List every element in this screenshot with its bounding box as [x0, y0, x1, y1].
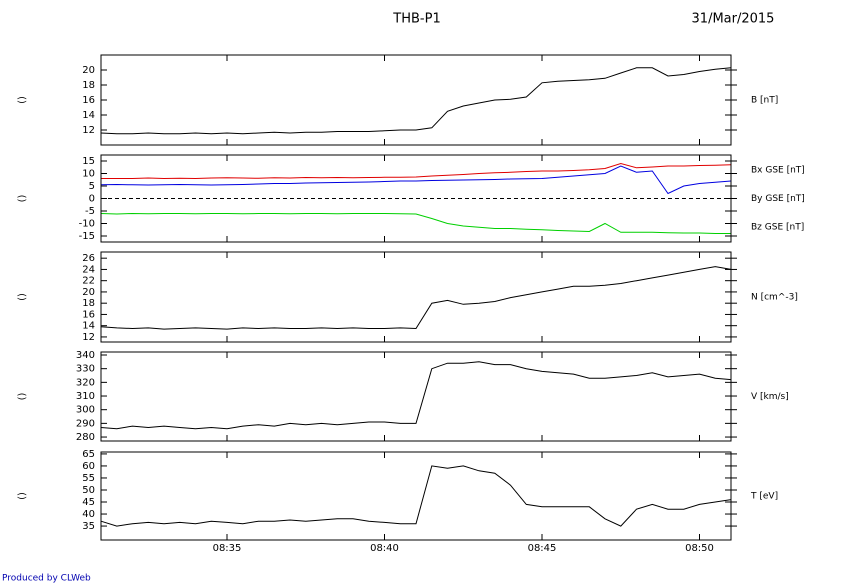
series-line	[100, 465, 732, 527]
y-tick-label: 16	[82, 95, 95, 106]
y-tick-label: 18	[82, 80, 95, 91]
legend-label: N [cm^-3]	[751, 293, 798, 303]
y-tick-label: 35	[82, 521, 95, 532]
panel-frame	[100, 451, 732, 541]
y-axis-label: ()	[17, 195, 28, 203]
y-tick-label: 26	[82, 253, 95, 264]
y-tick-label: 40	[82, 509, 95, 520]
legend-label: T [eV]	[750, 492, 778, 502]
y-tick-label: 45	[82, 497, 95, 508]
x-tick-label: 08:50	[685, 543, 714, 554]
y-tick-label: 330	[76, 364, 95, 375]
panel-frame	[100, 251, 732, 343]
y-tick-label: 55	[82, 473, 95, 484]
y-tick-label: 22	[82, 276, 95, 287]
y-axis-label: ()	[17, 492, 28, 500]
legend-label: Bz GSE [nT]	[751, 223, 804, 233]
series-line	[100, 266, 732, 330]
y-axis-label: ()	[17, 393, 28, 401]
y-tick-label: 12	[82, 125, 95, 136]
y-axis-label: ()	[17, 293, 28, 301]
y-tick-label: -5	[85, 206, 95, 217]
series-line	[101, 162, 732, 180]
y-tick-label: 20	[82, 287, 95, 298]
y-tick-label: 340	[76, 350, 95, 361]
legend-label: Bx GSE [nT]	[751, 166, 805, 176]
y-tick-label: 10	[82, 169, 95, 180]
y-tick-label: 12	[82, 332, 95, 343]
y-tick-label: 0	[89, 194, 95, 205]
y-tick-label: 18	[82, 298, 95, 309]
y-tick-label: 280	[76, 432, 95, 443]
y-tick-label: 60	[82, 461, 95, 472]
y-tick-label: 65	[82, 449, 95, 460]
chart-title: THB-P1	[392, 12, 440, 27]
series-line	[100, 361, 732, 430]
y-tick-label: 24	[82, 264, 95, 275]
y-axis-label: ()	[17, 96, 28, 104]
y-tick-label: 14	[82, 321, 95, 332]
y-tick-label: 320	[76, 377, 95, 388]
legend-label: B [nT]	[751, 96, 778, 106]
y-tick-label: -10	[79, 219, 95, 230]
legend-label: V [km/s]	[751, 392, 789, 402]
y-tick-label: 50	[82, 485, 95, 496]
series-line	[100, 67, 732, 135]
y-tick-label: 5	[89, 181, 95, 192]
y-tick-label: 20	[82, 65, 95, 76]
y-tick-label: 16	[82, 309, 95, 320]
date: 31/Mar/2015	[692, 12, 775, 27]
footer: Produced by CLWeb	[2, 574, 91, 584]
series-line	[100, 212, 731, 234]
panel-frame	[100, 54, 732, 146]
x-tick-label: 08:45	[528, 543, 557, 554]
y-tick-label: 300	[76, 405, 95, 416]
panel-frame	[100, 154, 732, 243]
x-tick-label: 08:35	[213, 543, 242, 554]
series-line	[100, 165, 732, 195]
y-tick-label: 290	[76, 418, 95, 429]
y-tick-label: -15	[79, 231, 95, 242]
y-tick-label: 15	[82, 156, 95, 167]
y-tick-label: 310	[76, 391, 95, 402]
x-tick-label: 08:40	[370, 543, 399, 554]
y-tick-label: 14	[82, 110, 95, 121]
panel-frame	[100, 351, 732, 442]
legend-label: By GSE [nT]	[751, 194, 805, 204]
